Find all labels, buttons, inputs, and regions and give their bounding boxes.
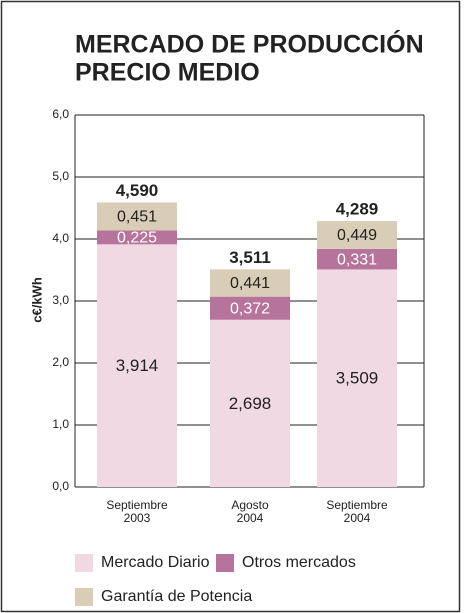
bar-segment <box>317 269 397 487</box>
bar-segment <box>317 221 397 249</box>
bar-segment <box>210 296 290 320</box>
chart-title: MERCADO DE PRODUCCIÓN <box>75 29 424 59</box>
total-label: 4,289 <box>336 200 379 219</box>
value-label: 0,331 <box>337 251 377 268</box>
value-label: 0,449 <box>337 227 377 244</box>
total-label: 3,511 <box>229 248 271 267</box>
x-tick-label: Septiembre <box>106 498 168 512</box>
bar-segment <box>97 244 177 487</box>
x-tick-label: Agosto <box>231 498 269 512</box>
bar-segment <box>97 230 177 245</box>
legend-label: Garantía de Potencia <box>101 588 252 605</box>
value-label: 0,451 <box>117 209 157 226</box>
chart-title: PRECIO MEDIO <box>75 59 260 87</box>
y-tick-label: 0,0 <box>52 479 69 493</box>
y-tick-label: 5,0 <box>52 169 69 183</box>
x-tick-label: Septiembre <box>326 498 388 512</box>
y-tick-label: 2,0 <box>52 355 69 369</box>
x-tick-label: 2003 <box>124 511 151 525</box>
y-tick-label: 6,0 <box>52 107 69 121</box>
bar-segment <box>210 269 290 297</box>
y-tick-label: 3,0 <box>52 293 69 307</box>
value-label: 0,225 <box>117 230 157 247</box>
value-label: 3,509 <box>336 369 379 388</box>
x-tick-label: 2004 <box>344 511 371 525</box>
y-tick-label: 4,0 <box>52 231 69 245</box>
value-label: 2,698 <box>229 394 272 413</box>
bar-segment <box>97 202 177 231</box>
legend-label: Otros mercados <box>242 554 356 571</box>
legend-swatch <box>75 588 93 606</box>
value-label: 0,441 <box>230 275 270 292</box>
value-label: 3,914 <box>116 356 159 375</box>
total-label: 4,590 <box>116 181 159 200</box>
y-tick-label: 1,0 <box>52 417 69 431</box>
legend-swatch <box>216 554 234 572</box>
legend-swatch <box>75 554 93 572</box>
y-axis-label: c€/kWh <box>29 277 44 323</box>
bar-segment <box>317 248 397 270</box>
bar-segment <box>210 319 290 487</box>
x-tick-label: 2004 <box>237 511 264 525</box>
value-label: 0,372 <box>230 300 270 317</box>
legend-label: Mercado Diario <box>101 554 210 571</box>
